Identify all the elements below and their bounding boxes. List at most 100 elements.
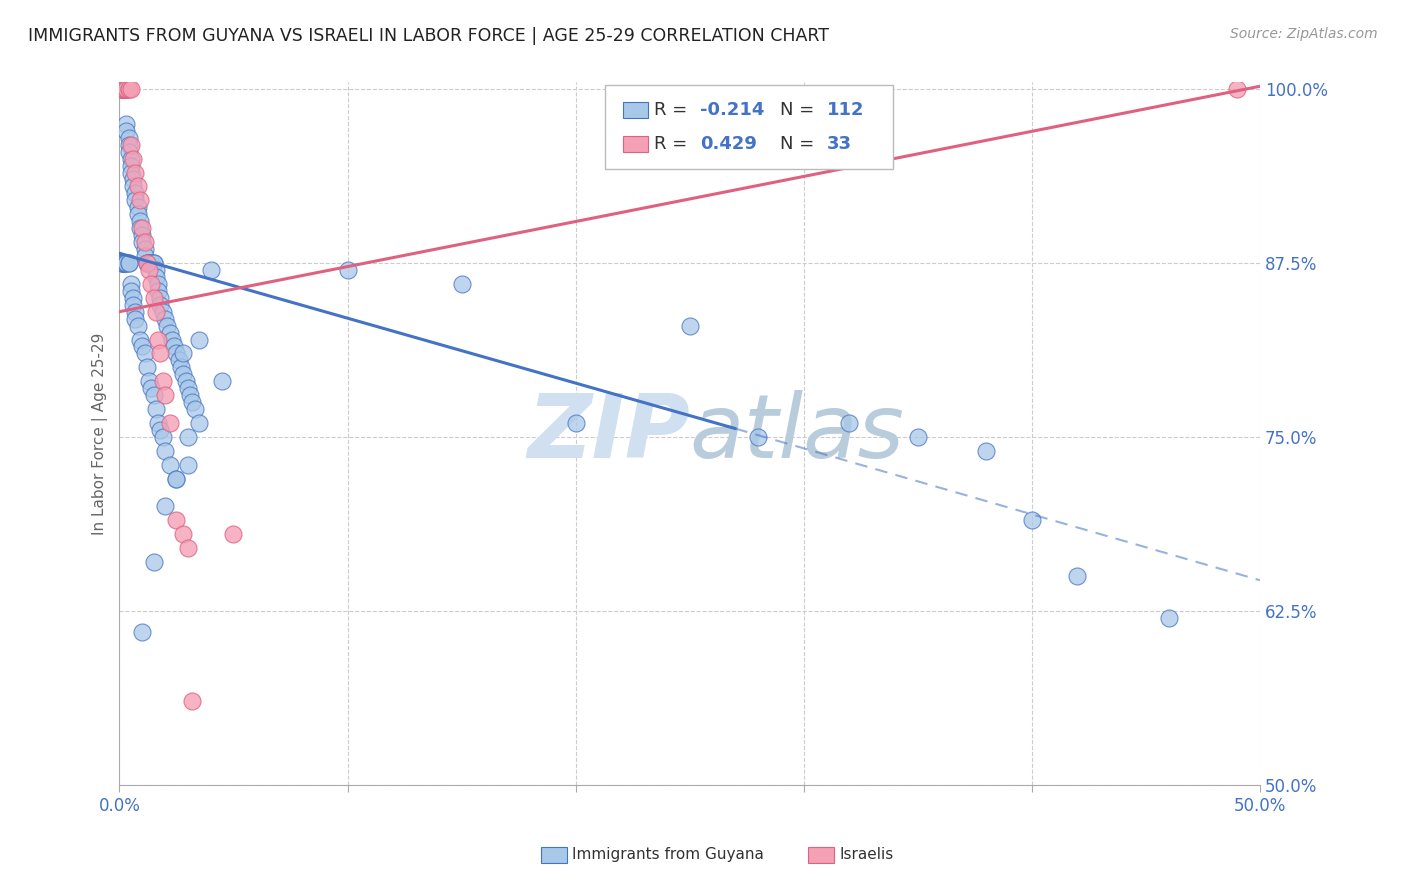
Point [141, 256, 163, 270]
Point [134, 242, 156, 256]
Point [152, 430, 174, 444]
Point [120, 284, 142, 298]
Point [112, 82, 135, 96]
Point [111, 82, 134, 96]
Point [149, 423, 172, 437]
Point [135, 360, 157, 375]
Point [166, 472, 188, 486]
Point [211, 374, 233, 388]
Point [149, 291, 172, 305]
Point [564, 416, 586, 430]
Point [134, 235, 156, 249]
Point [131, 235, 153, 249]
Point [112, 256, 135, 270]
Point [141, 381, 163, 395]
Point [129, 333, 152, 347]
Point [112, 256, 135, 270]
Point [156, 318, 179, 333]
Point [336, 263, 359, 277]
Point [120, 152, 142, 166]
Text: atlas: atlas [690, 391, 904, 476]
Point [149, 346, 172, 360]
Point [974, 443, 997, 458]
Y-axis label: In Labor Force | Age 25-29: In Labor Force | Age 25-29 [93, 332, 108, 534]
Point [134, 249, 156, 263]
Point [131, 339, 153, 353]
Point [159, 326, 181, 340]
Point [141, 256, 163, 270]
Point [142, 388, 165, 402]
Text: N =: N = [780, 135, 820, 153]
Point [111, 82, 134, 96]
Point [115, 82, 138, 96]
Point [138, 263, 160, 277]
Point [117, 130, 139, 145]
Point [115, 82, 138, 96]
Point [172, 346, 194, 360]
Point [153, 443, 176, 458]
Point [124, 194, 146, 208]
Point [117, 256, 139, 270]
Point [148, 333, 170, 347]
Point [141, 277, 163, 291]
Point [152, 304, 174, 318]
Text: Immigrants from Guyana: Immigrants from Guyana [572, 847, 763, 862]
Point [111, 82, 134, 96]
Point [159, 458, 181, 472]
Point [129, 214, 152, 228]
Point [124, 165, 146, 179]
Point [166, 472, 188, 486]
Point [145, 263, 167, 277]
Point [1157, 611, 1180, 625]
Point [450, 277, 472, 291]
Point [907, 430, 929, 444]
Point [142, 256, 165, 270]
Text: Source: ZipAtlas.com: Source: ZipAtlas.com [1230, 27, 1378, 41]
Point [129, 194, 152, 208]
Point [111, 256, 134, 270]
Point [135, 256, 157, 270]
Point [112, 82, 135, 96]
Point [117, 82, 139, 96]
Point [127, 179, 149, 194]
Point [115, 256, 138, 270]
Point [129, 221, 152, 235]
Point [115, 124, 138, 138]
Text: R =: R = [654, 102, 693, 120]
Point [115, 256, 138, 270]
Point [138, 374, 160, 388]
Point [200, 263, 222, 277]
Point [167, 353, 190, 368]
Point [120, 137, 142, 152]
Point [131, 624, 153, 639]
Point [163, 339, 186, 353]
Point [149, 298, 172, 312]
Point [1021, 513, 1043, 527]
Point [117, 137, 139, 152]
Point [148, 416, 170, 430]
Point [122, 179, 145, 194]
Point [127, 318, 149, 333]
Point [188, 333, 211, 347]
Point [172, 527, 194, 541]
Point [1066, 569, 1088, 583]
Point [166, 346, 188, 360]
Point [183, 402, 205, 417]
Point [172, 368, 194, 382]
Point [111, 256, 134, 270]
Point [153, 500, 176, 514]
Point [170, 360, 193, 375]
Point [111, 82, 134, 96]
Point [120, 277, 142, 291]
Point [112, 256, 135, 270]
Point [111, 82, 134, 96]
Point [145, 402, 167, 417]
Point [111, 256, 134, 270]
Point [115, 82, 138, 96]
Point [112, 82, 135, 96]
Point [115, 82, 138, 96]
Point [177, 430, 200, 444]
Point [838, 416, 860, 430]
Point [138, 256, 160, 270]
Point [679, 318, 702, 333]
